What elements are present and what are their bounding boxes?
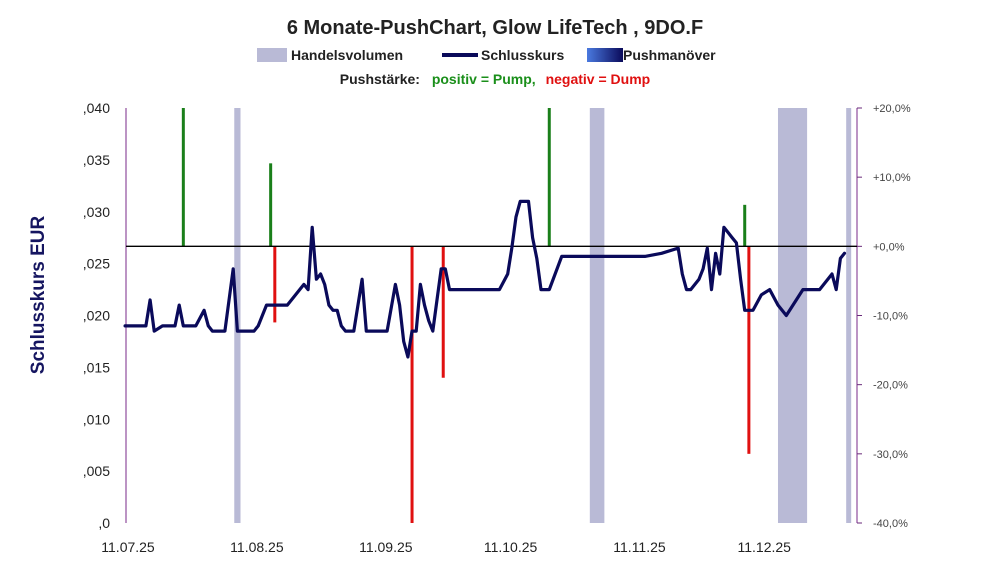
dump-bar <box>441 246 445 378</box>
push-strength-prefix: Pushstärke: <box>340 71 420 87</box>
close-price-line <box>123 199 847 359</box>
y-left-tick-label: ,005 <box>83 463 110 479</box>
y-right-tick-label: -10,0% <box>873 311 908 323</box>
chart-title: 6 Monate-PushChart, Glow LifeTech , 9DO.… <box>287 17 703 39</box>
legend-volume-swatch <box>257 48 287 62</box>
y-right-tick-label: -20,0% <box>873 380 908 392</box>
dump-bar <box>273 246 277 323</box>
x-tick-label: 11.10.25 <box>484 539 538 555</box>
legend-push-label: Pushmanöver <box>623 47 716 63</box>
legend-close-label: Schlusskurs <box>481 47 564 63</box>
y-left-tick-label: ,035 <box>83 152 110 168</box>
x-tick-label: 11.08.25 <box>230 539 284 555</box>
legend-push-swatch <box>587 48 623 62</box>
y-left-tick-label: ,040 <box>83 100 110 116</box>
volume-bar <box>589 108 605 523</box>
y-axis-label: Schlusskurs EUR <box>28 216 49 375</box>
y-right-tick-label: -40,0% <box>873 518 908 530</box>
y-right-tick-label: +20,0% <box>873 103 911 115</box>
dump-bar <box>747 246 751 454</box>
x-tick-label: 11.07.25 <box>101 539 155 555</box>
y-right-tick-label: -30,0% <box>873 449 908 461</box>
volume-bar <box>846 108 852 523</box>
y-left-tick-label: ,030 <box>83 204 110 220</box>
volume-bars <box>234 108 852 523</box>
push-strength-positive: positiv = Pump, <box>432 71 536 87</box>
pump-bar <box>547 108 551 247</box>
volume-bar <box>777 108 808 523</box>
y-left-ticks: ,0 ,005 ,010 ,015 ,020 ,025 ,030 ,035 ,040 <box>83 100 110 531</box>
x-tick-label: 11.12.25 <box>738 539 792 555</box>
y-left-tick-label: ,015 <box>83 359 110 375</box>
y-left-tick-label: ,0 <box>98 515 110 531</box>
x-ticks: 11.07.25 11.08.25 11.09.25 11.10.25 11.11.25… <box>101 539 791 555</box>
pump-bar <box>269 163 273 247</box>
y-left-tick-label: ,010 <box>83 411 110 427</box>
y-right-tick-label: +10,0% <box>873 172 911 184</box>
x-tick-label: 11.09.25 <box>359 539 413 555</box>
close-series <box>123 199 847 359</box>
dump-bar <box>410 246 414 524</box>
x-tick-label: 11.11.25 <box>613 539 666 555</box>
pump-bar <box>743 204 747 247</box>
y-right-ticks: -40,0% -30,0% -20,0% -10,0% +0,0% +10,0% +20,0… <box>857 103 911 530</box>
push-bars <box>181 108 751 524</box>
y-left-tick-label: ,020 <box>83 308 110 324</box>
push-strength-negative: negativ = Dump <box>546 71 651 87</box>
pump-bar <box>181 108 185 247</box>
legend-volume-label: Handelsvolumen <box>291 47 403 63</box>
y-right-tick-label: +0,0% <box>873 241 905 253</box>
y-left-tick-label: ,025 <box>83 256 110 272</box>
legend: Handelsvolumen Schlusskurs Pushmanöver <box>257 47 716 63</box>
push-strength-legend: Pushstärke: positiv = Pump, negativ = Du… <box>340 71 650 87</box>
